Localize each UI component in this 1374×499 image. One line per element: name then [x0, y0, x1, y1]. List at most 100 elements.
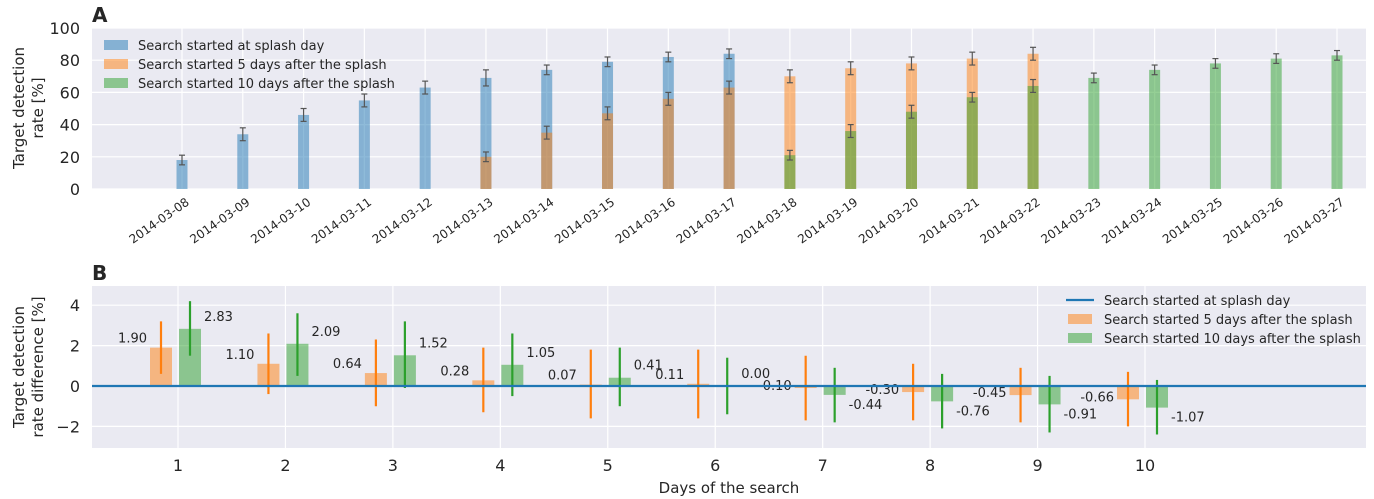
panel-b-y-tick-label: 4: [70, 296, 80, 315]
panel-b-data-label: -0.76: [956, 404, 990, 419]
panel-a-legend-label: Search started 10 days after the splash: [138, 77, 395, 92]
panel-a-bar: [845, 131, 857, 189]
panel-a-x-tick-label: 2014-03-25: [1160, 195, 1225, 246]
panel-a-x-tick-label: 2014-03-22: [978, 195, 1043, 246]
panel-a-x-tick-label: 2014-03-24: [1099, 195, 1164, 246]
panel-a-bar: [419, 87, 431, 189]
panel-a-bar: [541, 132, 553, 189]
panel-a-bar: [358, 100, 370, 189]
panel-b-legend-label: Search started 10 days after the splash: [1104, 332, 1361, 347]
panel-b-legend-swatch: [1068, 333, 1092, 343]
panel-b-legend-swatch: [1068, 314, 1092, 324]
panel-a-bar: [784, 76, 796, 189]
panel-b-data-label: 0.00: [741, 367, 770, 382]
panel-a-x-tick-label: 2014-03-18: [734, 195, 799, 246]
panel-a-legend-swatch: [104, 59, 128, 69]
panel-a-legend-label: Search started at splash day: [138, 39, 325, 54]
panel-a-bar: [176, 160, 188, 189]
panel-b-legend-label: Search started 5 days after the splash: [1104, 313, 1353, 328]
panel-a-legend: Search started at splash day Search start…: [104, 39, 395, 92]
panel-a-x-tick-label: 2014-03-17: [674, 195, 739, 246]
panel-b-x-tick-label: 10: [1135, 456, 1155, 475]
panel-b-data-label: -0.91: [1064, 407, 1098, 422]
panel-a-x-tick-label: 2014-03-21: [917, 195, 982, 246]
panel-a-y-tick-label: 60: [60, 83, 80, 102]
panel-a-x-tick-label: 2014-03-13: [431, 195, 496, 246]
panel-b-data-label: 0.11: [655, 368, 684, 383]
panel-b-legend: Search started at splash day Search start…: [1066, 294, 1361, 347]
panel-a-bar: [662, 98, 674, 189]
panel-a-bar: [723, 87, 735, 189]
panel-b-data-label: 0.28: [440, 364, 469, 379]
panel-b-x-tick-label: 5: [603, 456, 613, 475]
panel-a-bar: [966, 97, 978, 189]
panel-b-bar: [179, 328, 201, 386]
panel-b-x-tick-label: 6: [710, 456, 720, 475]
panel-a-y-axis-label-line2: rate [%]: [29, 77, 47, 138]
panel-b-x-tick-label: 9: [1032, 456, 1042, 475]
panel-a-bar: [602, 113, 614, 189]
panel-b-x-tick-label: 2: [280, 456, 290, 475]
panel-a-bar: [1270, 58, 1282, 190]
panel-a-bar: [1209, 63, 1221, 189]
panel-b-data-label: -0.44: [849, 398, 883, 413]
panel-a-x-tick-label: 2014-03-23: [1038, 195, 1103, 246]
panel-b-legend-label: Search started at splash day: [1104, 294, 1291, 309]
panel-b: 1.901.100.64 0.28 0.07 0.11-0.10 -0.30 -0.45-…: [10, 261, 1366, 497]
panel-b-data-label: -1.07: [1171, 411, 1205, 426]
panel-b-data-label: 2.09: [311, 325, 340, 340]
panel-b-data-label: 0.64: [333, 357, 362, 372]
panel-a-x-tick-label: 2014-03-09: [187, 195, 252, 246]
panel-a-x-ticks: 2014-03-082014-03-092014-03-102014-03-11…: [127, 195, 1347, 246]
panel-b-data-label: 1.52: [419, 336, 448, 351]
panel-b-y-tick-label: 0: [70, 377, 80, 396]
panel-b-data-label: -0.45: [973, 386, 1007, 401]
panel-b-data-label: -0.66: [1080, 390, 1114, 405]
panel-a-bar: [1027, 85, 1039, 189]
panel-a-x-tick-label: 2014-03-26: [1221, 195, 1286, 246]
panel-a-bar: [905, 111, 917, 189]
panel-a-y-tick-label: 20: [60, 148, 80, 167]
panel-a-bar: [1088, 77, 1100, 189]
panel-a-y-tick-label: 0: [70, 180, 80, 199]
panel-b-data-label: 0.41: [634, 359, 663, 374]
panel-b-x-axis-label: Days of the search: [659, 479, 800, 497]
panel-a-bar: [1149, 69, 1161, 189]
panel-a-letter: A: [92, 3, 108, 27]
panel-b-letter: B: [92, 261, 107, 285]
panel-a-x-tick-label: 2014-03-14: [491, 195, 556, 246]
panel-b-x-tick-label: 3: [388, 456, 398, 475]
panel-b-data-label: 1.05: [526, 346, 555, 361]
panel-b-x-ticks: 1 2 3 4 5 6 7 8 9 10: [173, 456, 1155, 475]
panel-a-y-tick-label: 40: [60, 116, 80, 135]
panel-a-legend-swatch: [104, 40, 128, 50]
panel-b-y-axis-label-line1: Target detection: [10, 306, 28, 429]
panel-b-grid: [92, 286, 1366, 448]
panel-a-bar: [237, 134, 249, 189]
panel-a-x-tick-label: 2014-03-19: [795, 195, 860, 246]
panel-a-y-axis-label-line1: Target detection: [10, 47, 28, 170]
panel-a-bar: [480, 156, 492, 189]
panel-a-legend-swatch: [104, 78, 128, 88]
panel-a-y-ticks: 0 20 40 60 80 100: [49, 19, 80, 199]
panel-a-bar: [1331, 55, 1343, 190]
panel-a-x-tick-label: 2014-03-12: [370, 195, 435, 246]
panel-a-legend-label: Search started 5 days after the splash: [138, 58, 387, 73]
panel-b-data-label: 2.83: [204, 310, 233, 325]
panel-a-y-tick-label: 100: [49, 19, 80, 38]
panel-a-bar: [784, 155, 796, 189]
panel-b-x-tick-label: 8: [925, 456, 935, 475]
panel-a-x-tick-label: 2014-03-15: [552, 195, 617, 246]
panel-b-bars: 1.901.100.64 0.28 0.07 0.11-0.10 -0.30 -0.45-…: [92, 301, 1366, 435]
panel-b-x-tick-label: 7: [818, 456, 828, 475]
panel-b-y-tick-label: 2: [70, 337, 80, 356]
panel-b-data-label: 0.07: [548, 369, 577, 384]
panel-a-x-tick-label: 2014-03-08: [127, 195, 192, 246]
panel-b-x-tick-label: 1: [173, 456, 183, 475]
panel-b-y-axis-label-line2: rate difference [%]: [29, 296, 47, 437]
panel-a-bars: [176, 46, 1343, 190]
panel-a-x-tick-label: 2014-03-20: [856, 195, 921, 246]
panel-a-y-tick-label: 80: [60, 51, 80, 70]
